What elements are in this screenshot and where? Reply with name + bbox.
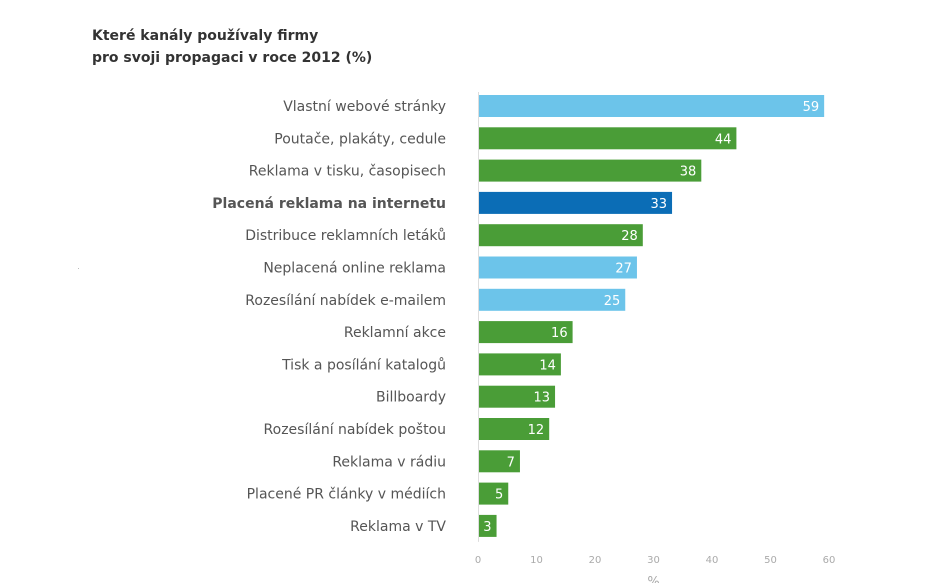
chart-title-line-2: pro svoji propagaci v roce 2012 (%)	[92, 50, 373, 66]
bar	[479, 514, 497, 537]
data-label: 25	[604, 294, 621, 309]
data-label: 38	[680, 165, 697, 180]
x-tick-label: 10	[530, 555, 543, 566]
category-label: Tisk a posílání katalogů	[281, 357, 446, 373]
x-tick-label: 20	[589, 555, 602, 566]
category-label: Reklama v TV	[350, 519, 446, 535]
chart-title-line-1: Které kanály používaly firmy	[92, 28, 319, 44]
data-label: 12	[528, 423, 545, 438]
bar	[479, 482, 509, 505]
bar	[479, 95, 825, 117]
data-label: 3	[483, 520, 491, 535]
category-label: Reklamní akce	[344, 325, 446, 341]
data-label: 27	[615, 262, 632, 277]
data-label: 13	[534, 391, 551, 406]
data-label: 16	[551, 326, 568, 341]
x-tick-label: 50	[764, 555, 777, 566]
stray-dot	[78, 268, 79, 269]
category-label: Vlastní webové stránky	[283, 99, 446, 115]
x-tick-label: 60	[823, 555, 836, 566]
category-label: Placené PR články v médiích	[247, 487, 446, 503]
bar	[479, 288, 626, 311]
data-label: 14	[539, 358, 556, 373]
bar	[479, 224, 643, 247]
bar	[479, 385, 556, 408]
x-axis-label: %	[647, 575, 659, 583]
x-tick-label: 0	[475, 555, 481, 566]
category-label: Placená reklama na internetu	[212, 196, 446, 212]
chart-title: Které kanály používaly firmy pro svoji p…	[92, 25, 372, 69]
x-tick-label: 40	[706, 555, 719, 566]
bar	[479, 450, 520, 473]
bar	[479, 353, 561, 376]
category-label: Reklama v rádiu	[332, 454, 446, 470]
category-label: Distribuce reklamních letáků	[245, 228, 446, 244]
data-label: 44	[715, 132, 732, 147]
bar	[479, 256, 637, 279]
x-tick-label: 30	[647, 555, 660, 566]
data-label: 33	[651, 197, 668, 212]
data-label: 7	[507, 455, 515, 470]
category-label: Poutače, plakáty, cedule	[274, 131, 446, 147]
category-label: Rozesílání nabídek poštou	[264, 422, 446, 438]
category-label: Billboardy	[376, 390, 446, 406]
category-label: Reklama v tisku, časopisech	[249, 164, 446, 180]
data-label: 5	[495, 488, 503, 503]
data-label: 28	[621, 229, 638, 244]
bar	[479, 159, 702, 182]
bar	[479, 418, 550, 440]
category-label: Neplacená online reklama	[263, 261, 446, 277]
category-label: Rozesílání nabídek e-mailem	[245, 293, 446, 309]
bar	[479, 321, 573, 344]
bar	[479, 127, 737, 150]
data-label: 59	[803, 100, 820, 115]
bar	[479, 191, 673, 214]
